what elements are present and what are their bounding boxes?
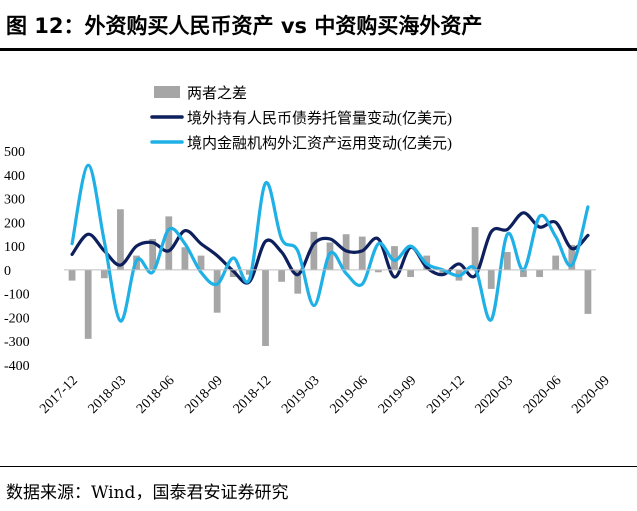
x-tick-label: 2019-12 [424, 373, 468, 417]
bar [84, 269, 92, 339]
bar [536, 269, 543, 278]
y-tick-label: 200 [4, 216, 25, 231]
bar-series [68, 209, 592, 346]
y-tick-label: 0 [4, 264, 11, 279]
x-tick-label: 2018-09 [182, 373, 226, 417]
bar [165, 216, 173, 270]
y-tick-label: 400 [4, 169, 25, 184]
bar [181, 247, 189, 270]
bar [584, 269, 592, 314]
bar [149, 238, 157, 270]
legend-label: 两者之差 [187, 85, 247, 102]
bar [487, 269, 495, 289]
line-fx-assets [70, 163, 590, 323]
y-tick-label: -400 [4, 359, 30, 374]
bar [407, 269, 414, 278]
bar [278, 269, 286, 282]
x-tick-label: 2019-06 [327, 373, 371, 417]
x-tick-label: 2017-12 [37, 373, 81, 417]
bar [520, 269, 527, 278]
bar [213, 269, 221, 313]
bar [439, 269, 447, 275]
x-tick-label: 2019-09 [376, 373, 420, 417]
source-note: 数据来源：Wind，国泰君安证券研究 [6, 483, 289, 503]
legend-label: 境外持有人民币债券托管量变动(亿美元) [187, 109, 452, 127]
title-rule [0, 48, 637, 51]
x-tick-label: 2018-03 [86, 373, 130, 417]
x-tick-label: 2018-12 [231, 373, 275, 417]
y-tick-label: 300 [4, 193, 25, 208]
bar [229, 269, 237, 278]
bar [374, 269, 382, 273]
line-series [70, 163, 590, 323]
y-tick-label: 500 [4, 145, 25, 160]
title-bar: 图 12：外资购买人民币资产 vs 中资购买海外资产 [0, 0, 637, 51]
x-tick-label: 2019-03 [279, 373, 323, 417]
bar [294, 269, 302, 294]
source-rule [0, 466, 637, 467]
y-axis: 500 400 300 200 100 0 -100 -200 -300 -400 [4, 145, 30, 374]
legend-swatch-bar [154, 86, 180, 98]
y-tick-label: 100 [4, 240, 25, 255]
chart-area: 两者之差境外持有人民币债券托管量变动(亿美元) 境内金融机构外汇资产运用变动(亿美… [0, 51, 637, 461]
legend-label: 境内金融机构外汇资产运用变动(亿美元) [187, 134, 452, 152]
x-tick-label: 2018-06 [134, 373, 178, 417]
bar [310, 231, 318, 270]
bar [246, 269, 253, 275]
bar [117, 209, 124, 270]
x-tick-label: 2020-06 [521, 373, 565, 417]
bar [552, 255, 560, 270]
y-tick-label: -100 [4, 288, 30, 303]
bar [568, 244, 576, 270]
x-tick-label: 2020-09 [569, 373, 613, 417]
y-tick-label: -200 [4, 311, 30, 326]
line-bond-custody [70, 211, 590, 285]
bar [68, 269, 76, 281]
bar [100, 269, 108, 279]
x-axis: 2017-12 2018-03 2018-06 2018-09 2018-12 2019-… [37, 269, 613, 417]
chart-title: 图 12：外资购买人民币资产 vs 中资购买海外资产 [6, 14, 483, 38]
y-tick-label: -300 [4, 335, 30, 350]
bar [391, 246, 398, 270]
bar [358, 236, 366, 270]
bar [471, 227, 479, 270]
x-tick-label: 2020-03 [473, 373, 517, 417]
bar [262, 269, 269, 346]
bar [503, 252, 511, 270]
bar [197, 255, 205, 270]
